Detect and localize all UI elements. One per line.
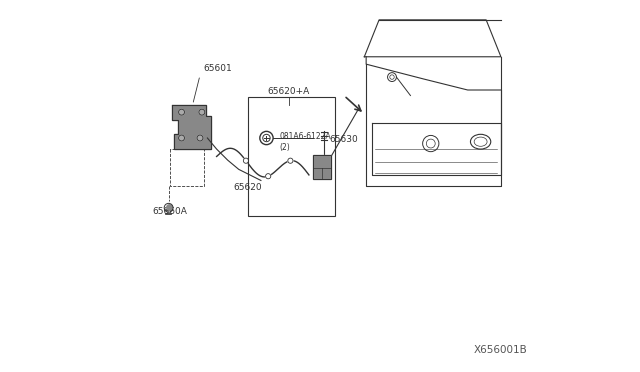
Circle shape <box>199 109 205 115</box>
Text: (2): (2) <box>280 143 290 152</box>
Polygon shape <box>172 105 211 149</box>
Circle shape <box>288 158 293 163</box>
Circle shape <box>179 135 184 141</box>
Text: 65620: 65620 <box>233 183 262 192</box>
Circle shape <box>266 174 271 179</box>
Bar <box>312 155 331 179</box>
Text: 65601: 65601 <box>204 64 232 73</box>
Text: 65060A: 65060A <box>152 207 187 217</box>
Text: 65630: 65630 <box>329 135 358 144</box>
Text: 65620+A: 65620+A <box>268 87 310 96</box>
Circle shape <box>197 135 203 141</box>
Text: 081A6-6122A: 081A6-6122A <box>280 132 331 141</box>
Bar <box>248 97 335 215</box>
Bar <box>312 155 331 179</box>
Text: X656001B: X656001B <box>473 345 527 355</box>
Circle shape <box>179 109 184 115</box>
Circle shape <box>243 158 248 163</box>
